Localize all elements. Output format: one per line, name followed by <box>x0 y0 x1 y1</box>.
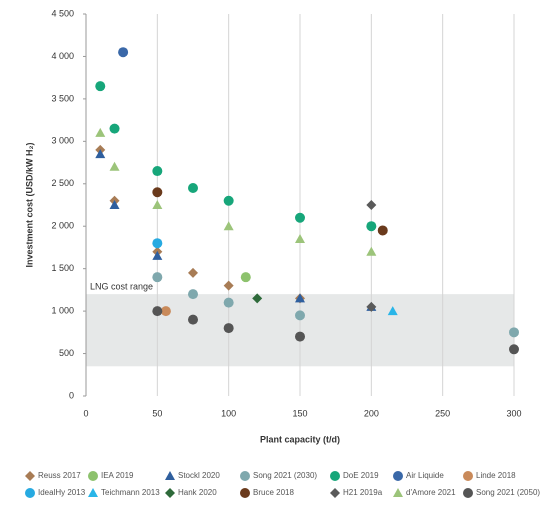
marker <box>366 221 377 232</box>
marker <box>188 183 198 194</box>
marker <box>463 471 473 481</box>
marker <box>295 212 305 223</box>
marker <box>295 310 305 321</box>
marker <box>330 471 340 481</box>
marker <box>109 161 120 171</box>
y-tick-label: 3 500 <box>51 93 74 103</box>
legend-text: IdealHy 2013 <box>38 488 86 497</box>
x-axis-title: Plant capacity (t/d) <box>260 434 340 444</box>
y-tick-label: 4 500 <box>51 8 74 18</box>
marker <box>223 280 234 291</box>
marker <box>152 200 163 209</box>
marker <box>25 471 35 481</box>
marker <box>88 488 98 497</box>
y-tick-label: 0 <box>69 390 74 400</box>
marker <box>366 246 377 256</box>
y-tick-label: 1 000 <box>51 305 74 315</box>
marker <box>95 149 106 159</box>
marker <box>109 123 120 134</box>
marker <box>240 272 251 283</box>
marker <box>377 225 388 236</box>
legend-text: IEA 2019 <box>101 471 134 480</box>
legend-text: Bruce 2018 <box>253 488 294 497</box>
legend-text: Hank 2020 <box>178 488 217 497</box>
marker <box>509 327 519 338</box>
y-tick-label: 3 000 <box>51 136 74 146</box>
y-tick-label: 2 500 <box>51 178 74 188</box>
marker <box>25 488 35 498</box>
marker <box>118 47 129 58</box>
marker <box>252 293 263 304</box>
legend-text: DoE 2019 <box>343 471 379 480</box>
marker <box>95 127 106 137</box>
x-tick-label: 100 <box>221 408 236 418</box>
marker <box>160 306 171 317</box>
marker <box>188 267 198 278</box>
y-tick-label: 500 <box>59 348 74 358</box>
marker <box>165 471 175 480</box>
legend-text: Song 2021 (2050) <box>476 488 540 497</box>
marker <box>223 297 234 308</box>
marker <box>223 195 234 206</box>
marker <box>295 331 305 342</box>
x-tick-label: 50 <box>152 408 162 418</box>
marker <box>152 187 163 198</box>
marker <box>393 488 403 497</box>
legend-text: Reuss 2017 <box>38 471 81 480</box>
marker <box>366 301 377 312</box>
y-tick-label: 4 000 <box>51 51 74 61</box>
marker <box>295 233 305 243</box>
x-tick-label: 0 <box>83 408 88 418</box>
marker <box>152 250 163 260</box>
marker <box>188 289 198 300</box>
legend-text: Linde 2018 <box>476 471 516 480</box>
legend-text: d'Amore 2021 <box>406 488 456 497</box>
marker <box>95 81 106 92</box>
band-label: LNG cost range <box>90 282 153 292</box>
x-tick-label: 300 <box>506 408 521 418</box>
legend-text: Air Liquide <box>406 471 444 480</box>
marker <box>240 488 250 498</box>
marker <box>240 471 250 481</box>
marker <box>188 314 198 325</box>
marker <box>152 272 163 283</box>
marker <box>109 200 120 209</box>
legend-text: Stockl 2020 <box>178 471 220 480</box>
x-tick-label: 200 <box>364 408 379 418</box>
y-tick-label: 1 500 <box>51 263 74 273</box>
legend-text: H21 2019a <box>343 488 383 497</box>
legend-text: Teichmann 2013 <box>101 488 160 497</box>
x-tick-label: 150 <box>292 408 307 418</box>
marker <box>152 306 163 317</box>
marker <box>88 471 98 481</box>
marker <box>509 344 519 355</box>
marker <box>295 293 305 303</box>
y-tick-label: 2 000 <box>51 221 74 231</box>
marker <box>152 166 163 177</box>
marker <box>223 323 234 334</box>
marker <box>330 488 340 498</box>
marker <box>152 238 163 249</box>
y-axis-title: Investment cost (USD/kW H₂) <box>24 142 34 267</box>
x-tick-label: 250 <box>435 408 450 418</box>
marker <box>387 306 398 316</box>
marker <box>366 200 377 210</box>
legend-text: Song 2021 (2030) <box>253 471 317 480</box>
marker <box>165 488 175 498</box>
marker <box>463 488 473 498</box>
marker <box>223 221 234 231</box>
marker <box>393 471 403 481</box>
